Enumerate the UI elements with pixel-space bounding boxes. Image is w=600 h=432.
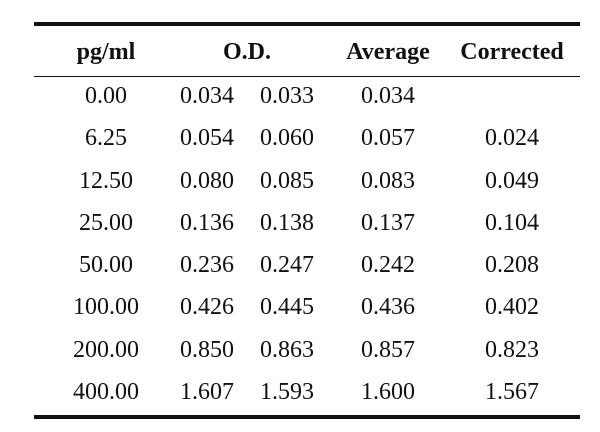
cell-od-2: 0.060 xyxy=(260,125,314,152)
cell-concentration: 50.00 xyxy=(79,252,133,279)
cell-corrected: 1.567 xyxy=(485,379,539,406)
cell-od-1: 0.426 xyxy=(180,294,234,321)
cell-corrected: 0.049 xyxy=(485,167,539,194)
cell-average: 0.436 xyxy=(361,294,415,321)
cell-od-1: 0.850 xyxy=(180,336,234,363)
cell-od-2: 0.138 xyxy=(260,209,314,236)
table-row: 100.00 0.426 0.445 0.436 0.402 xyxy=(34,288,580,330)
cell-od-2: 1.593 xyxy=(260,379,314,406)
cell-concentration: 200.00 xyxy=(73,336,139,363)
cell-average: 1.600 xyxy=(361,379,415,406)
cell-od-2: 0.033 xyxy=(260,83,314,109)
table-bottom-rule xyxy=(34,415,580,420)
cell-concentration: 100.00 xyxy=(73,294,139,321)
cell-corrected: 0.024 xyxy=(485,125,539,152)
header-concentration: pg/ml xyxy=(76,39,136,65)
cell-od-1: 0.136 xyxy=(180,209,234,236)
standard-curve-table: pg/ml O.D. Average Corrected 0.00 0.034 … xyxy=(34,22,580,420)
cell-od-1: 0.034 xyxy=(180,83,234,109)
table-row: 400.00 1.607 1.593 1.600 1.567 xyxy=(34,373,580,415)
table-body: 0.00 0.034 0.033 0.034 6.25 0.054 0.060 … xyxy=(34,77,580,415)
cell-corrected: 0.823 xyxy=(485,336,539,363)
cell-od-1: 0.236 xyxy=(180,252,234,279)
cell-od-2: 0.863 xyxy=(260,336,314,363)
cell-average: 0.034 xyxy=(361,83,415,109)
cell-od-2: 0.445 xyxy=(260,294,314,321)
header-od: O.D. xyxy=(223,39,271,65)
cell-average: 0.857 xyxy=(361,336,415,363)
cell-concentration: 6.25 xyxy=(85,125,127,152)
cell-corrected: 0.208 xyxy=(485,252,539,279)
table-row: 6.25 0.054 0.060 0.057 0.024 xyxy=(34,119,580,161)
cell-concentration: 400.00 xyxy=(73,379,139,406)
table-row: 200.00 0.850 0.863 0.857 0.823 xyxy=(34,331,580,373)
cell-od-1: 1.607 xyxy=(180,379,234,406)
cell-od-1: 0.054 xyxy=(180,125,234,152)
cell-average: 0.057 xyxy=(361,125,415,152)
cell-corrected: 0.402 xyxy=(485,294,539,321)
header-average: Average xyxy=(346,39,430,65)
cell-concentration: 0.00 xyxy=(85,83,127,109)
header-corrected: Corrected xyxy=(460,39,564,65)
table-top-rule xyxy=(34,22,580,26)
table-header-row: pg/ml O.D. Average Corrected xyxy=(34,26,580,76)
cell-od-1: 0.080 xyxy=(180,167,234,194)
cell-average: 0.083 xyxy=(361,167,415,194)
table-row: 25.00 0.136 0.138 0.137 0.104 xyxy=(34,204,580,246)
cell-average: 0.137 xyxy=(361,209,415,236)
cell-od-2: 0.247 xyxy=(260,252,314,279)
cell-concentration: 25.00 xyxy=(79,209,133,236)
cell-od-2: 0.085 xyxy=(260,167,314,194)
table-row: 0.00 0.034 0.033 0.034 xyxy=(34,77,580,119)
table-header-rule xyxy=(34,76,580,77)
cell-corrected: 0.104 xyxy=(485,209,539,236)
cell-concentration: 12.50 xyxy=(79,167,133,194)
table-row: 50.00 0.236 0.247 0.242 0.208 xyxy=(34,246,580,288)
table-row: 12.50 0.080 0.085 0.083 0.049 xyxy=(34,162,580,204)
cell-average: 0.242 xyxy=(361,252,415,279)
